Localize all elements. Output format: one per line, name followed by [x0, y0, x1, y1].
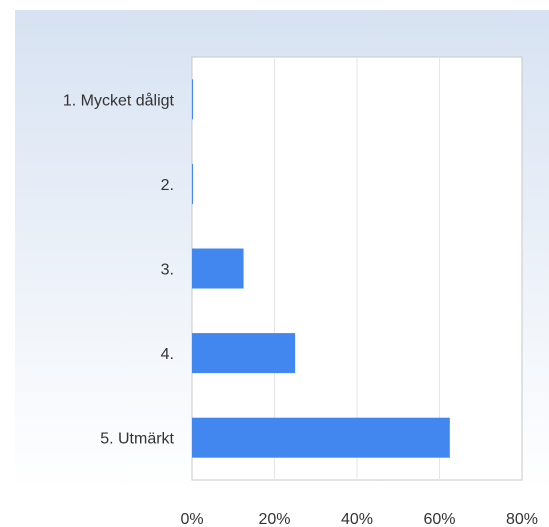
category-label: 3.	[161, 262, 174, 279]
bar	[192, 333, 296, 374]
bar	[192, 248, 244, 289]
x-tick-label: 0%	[180, 511, 203, 527]
x-tick-label: 40%	[341, 511, 373, 527]
category-label: 1. Mycket dåligt	[63, 91, 175, 109]
bar	[192, 163, 193, 204]
x-tick-labels: 0% 20% 40% 60% 80%	[180, 511, 538, 527]
grid-lines	[274, 57, 440, 480]
bar	[192, 417, 450, 458]
x-tick-label: 20%	[258, 511, 290, 527]
x-tick-label: 80%	[506, 511, 538, 527]
category-label: 4.	[161, 346, 174, 363]
category-label: 2.	[161, 177, 174, 194]
bars	[192, 79, 450, 458]
category-labels: 1. Mycket dåligt 2. 3. 4. 5. Utmärkt	[63, 91, 175, 447]
bar	[192, 79, 193, 120]
category-label: 5. Utmärkt	[100, 431, 174, 448]
x-tick-label: 60%	[423, 511, 455, 527]
